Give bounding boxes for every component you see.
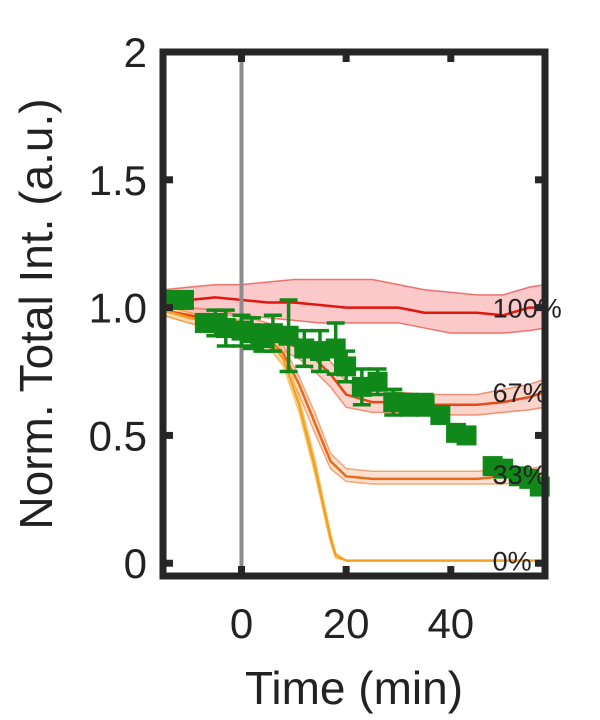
y-tick-label: 1.5 [89,157,147,204]
data-point [414,392,435,417]
axis-ticks: 00.51.01.520 20 40 [89,29,545,647]
data-marker [430,404,451,425]
data-marker [325,338,346,359]
data-marker [336,356,357,377]
data-point [278,298,299,374]
y-tick-label: 1.0 [89,285,147,332]
series-label-3: 33% [493,460,547,490]
data-point [493,458,514,479]
y-tick-label: 0 [124,540,147,587]
series-labels: 100% 67% 33% 0% [493,294,562,577]
data-point [456,425,477,446]
series-label-1: 100% [493,294,562,324]
data-point [294,328,315,369]
series-label-2: 67% [493,378,547,408]
data-point [309,328,330,374]
data-marker [351,376,372,397]
data-marker [414,394,435,415]
data-point [336,349,357,384]
y-axis-label: Norm. Total Int. (a.u.) [10,98,62,529]
x-axis-label: Time (min) [245,662,463,714]
series-label-4: 0% [493,547,532,577]
band-4 [163,304,545,562]
band-1 [163,278,545,334]
data-point [398,392,419,417]
data-marker [383,392,404,413]
data-point [262,313,283,353]
x-tick-label: 20 [323,600,370,647]
data-marker [262,323,283,344]
data-marker [456,425,477,446]
data-marker [173,289,194,310]
data-marker [294,338,315,359]
data-point [351,367,372,407]
data-marker [493,458,514,479]
data-point [173,289,194,310]
data-marker [215,318,236,339]
data-marker [398,394,419,415]
series-line-1 [163,296,545,317]
y-tick-label: 2 [124,29,147,76]
x-tick-label: 40 [427,600,474,647]
data-point [241,316,262,351]
data-point [215,308,236,348]
x-tick-label: 0 [230,600,253,647]
series-line-4 [163,308,545,562]
data-marker [367,371,388,392]
data-marker [278,325,299,346]
data-marker [309,341,330,362]
plot-frame [159,48,549,580]
scatter-points [163,289,550,497]
data-point [383,387,404,417]
y-tick-label: 0.5 [89,412,147,459]
data-point [430,404,451,425]
